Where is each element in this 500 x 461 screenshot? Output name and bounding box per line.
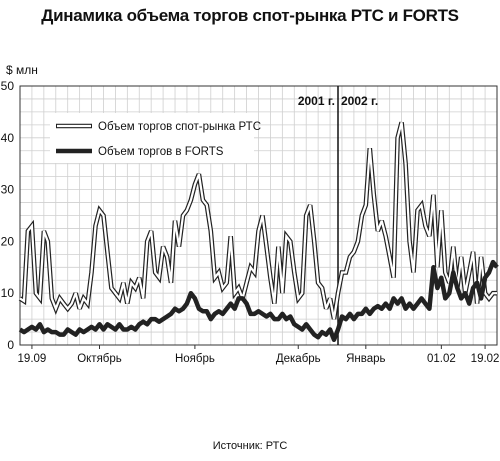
y-tick-label: 10	[1, 286, 15, 300]
y-tick-label: 50	[1, 79, 15, 93]
y-tick-label: 30	[1, 183, 15, 197]
chart-title: Динамика объема торгов спот-рынка РТС и …	[41, 6, 459, 25]
y-tick-label: 20	[1, 234, 15, 248]
legend-label-spot: Объем торгов спот-рынка РТС	[98, 121, 261, 133]
y-tick-label: 40	[1, 131, 15, 145]
y-axis-unit: $ млн	[6, 63, 38, 77]
legend-box	[50, 113, 254, 163]
year-label-2002: 2002 г.	[341, 94, 378, 108]
x-tick-label: Ноябрь	[175, 353, 215, 365]
x-tick-label: Октябрь	[77, 353, 122, 365]
series-forts-line	[18, 259, 499, 343]
plot-frame	[19, 85, 498, 346]
y-tick-label: 0	[7, 338, 14, 352]
x-tick-label: 19.02	[471, 353, 500, 365]
series-spot-line	[19, 122, 497, 320]
x-tick-label: 01.02	[427, 353, 456, 365]
source-note: Источник: РТС	[212, 440, 288, 452]
x-tick-label: Декабрь	[276, 353, 321, 365]
x-tick-label: Январь	[346, 353, 385, 365]
x-tick-label: 19.09	[18, 353, 47, 365]
year-label-2001: 2001 г.	[298, 94, 335, 108]
legend-label-forts: Объем торгов в FORTS	[98, 146, 224, 158]
